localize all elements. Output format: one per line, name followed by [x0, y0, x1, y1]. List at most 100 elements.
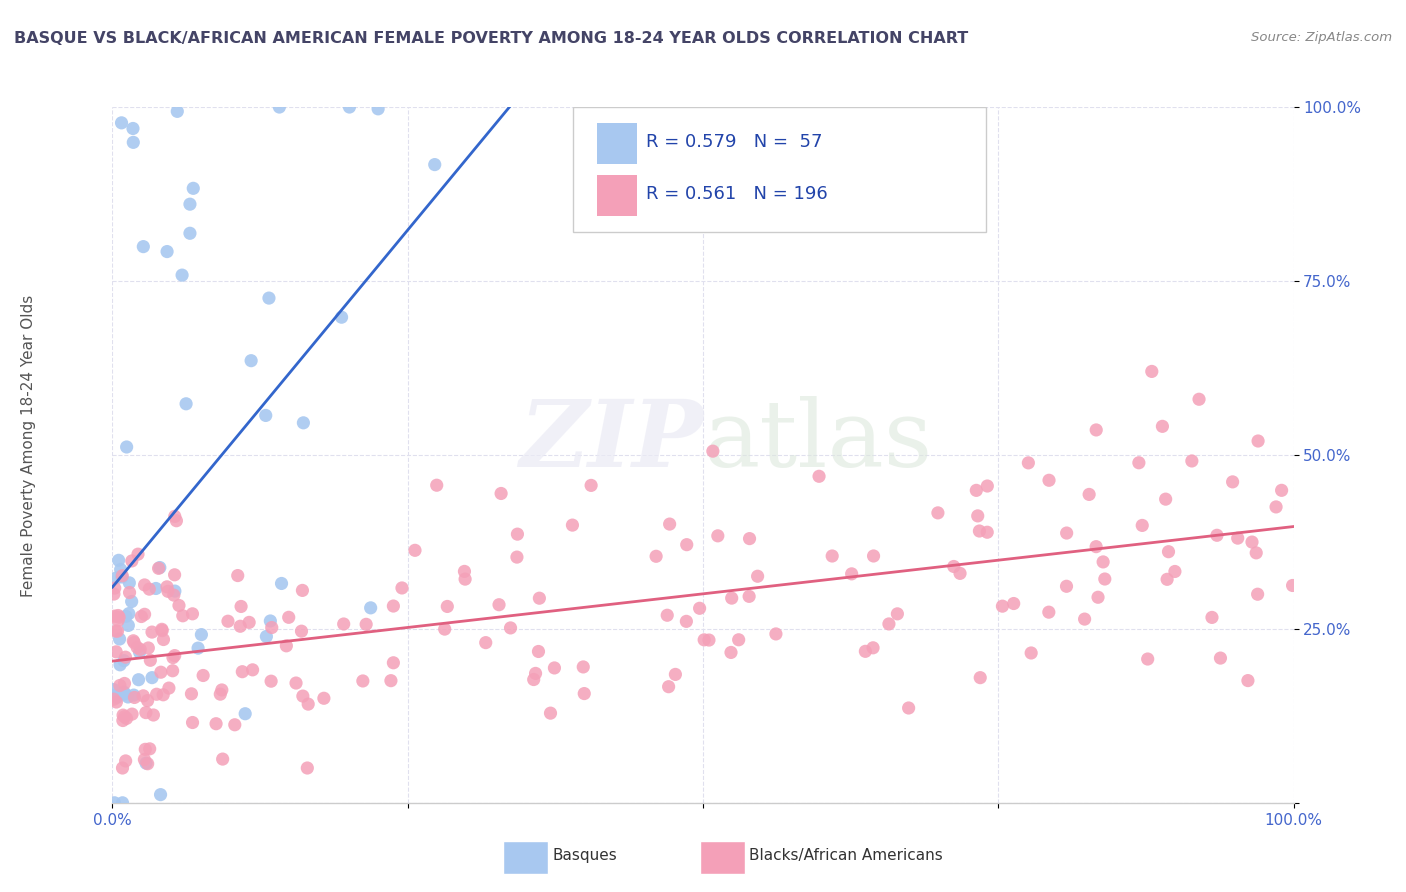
Point	[1073, 612, 1095, 626]
Point	[191, 668, 214, 682]
Point	[976, 479, 998, 493]
Point	[354, 617, 377, 632]
Point	[841, 566, 863, 581]
Point	[697, 633, 720, 648]
Point	[1152, 419, 1174, 434]
Point	[332, 617, 354, 632]
Point	[135, 706, 157, 720]
Point	[118, 575, 141, 590]
Point	[211, 752, 233, 766]
Point	[1271, 483, 1294, 498]
Point	[217, 614, 239, 628]
Point	[949, 566, 972, 581]
Point	[118, 607, 141, 621]
Point	[115, 440, 138, 454]
Point	[499, 621, 522, 635]
Point	[821, 549, 844, 563]
Point	[105, 690, 128, 705]
Point	[156, 580, 179, 594]
Point	[433, 622, 456, 636]
Point	[172, 268, 194, 282]
Point	[163, 509, 186, 524]
Point	[1038, 605, 1060, 619]
Point	[229, 599, 252, 614]
Point	[702, 444, 724, 458]
Point	[474, 635, 496, 649]
Point	[136, 693, 159, 707]
FancyBboxPatch shape	[596, 175, 637, 216]
Point	[112, 708, 135, 723]
Point	[720, 645, 742, 659]
Point	[117, 690, 139, 704]
Point	[285, 676, 308, 690]
Point	[115, 609, 138, 624]
Point	[114, 650, 136, 665]
Point	[122, 136, 145, 150]
Point	[1087, 591, 1109, 605]
Point	[540, 706, 562, 720]
Point	[1247, 434, 1270, 448]
Point	[276, 639, 298, 653]
Point	[862, 549, 884, 563]
Text: Source: ZipAtlas.com: Source: ZipAtlas.com	[1251, 31, 1392, 45]
Point	[257, 291, 280, 305]
Point	[108, 632, 131, 646]
Point	[121, 707, 143, 722]
Point	[1265, 500, 1288, 514]
Point	[132, 689, 155, 703]
Point	[561, 518, 583, 533]
Point	[853, 644, 876, 658]
Point	[145, 582, 167, 596]
Point	[139, 653, 162, 667]
Point	[260, 621, 283, 635]
Point	[134, 742, 156, 756]
Point	[165, 514, 187, 528]
Point	[658, 517, 681, 532]
Point	[107, 553, 129, 567]
Point	[209, 687, 232, 701]
Point	[167, 599, 190, 613]
Point	[141, 671, 163, 685]
Point	[330, 310, 353, 325]
Point	[172, 608, 194, 623]
Point	[254, 630, 277, 644]
Point	[927, 506, 949, 520]
Point	[174, 397, 197, 411]
Point	[297, 761, 319, 775]
Point	[157, 681, 180, 695]
Point	[128, 673, 150, 687]
Point	[103, 682, 125, 697]
Point	[152, 632, 174, 647]
Point	[976, 525, 998, 540]
Point	[150, 624, 173, 638]
Point	[290, 624, 312, 639]
Point	[166, 104, 188, 119]
Point	[242, 663, 264, 677]
Point	[897, 701, 920, 715]
Point	[969, 671, 991, 685]
Point	[942, 559, 965, 574]
Point	[163, 584, 186, 599]
Point	[138, 582, 160, 596]
Point	[108, 678, 131, 692]
Point	[114, 709, 136, 723]
Point	[152, 688, 174, 702]
Point	[693, 632, 716, 647]
Point	[105, 645, 128, 659]
Point	[969, 524, 991, 538]
Point	[115, 711, 138, 725]
Point	[231, 665, 253, 679]
Point	[1078, 487, 1101, 501]
Point	[134, 752, 156, 766]
Point	[382, 656, 405, 670]
Point	[134, 578, 156, 592]
Point	[122, 121, 145, 136]
Point	[112, 654, 135, 668]
Point	[129, 642, 152, 657]
FancyBboxPatch shape	[596, 123, 637, 164]
FancyBboxPatch shape	[574, 107, 987, 232]
Point	[579, 478, 602, 492]
Point	[965, 483, 987, 498]
Point	[524, 666, 547, 681]
Point	[675, 538, 697, 552]
